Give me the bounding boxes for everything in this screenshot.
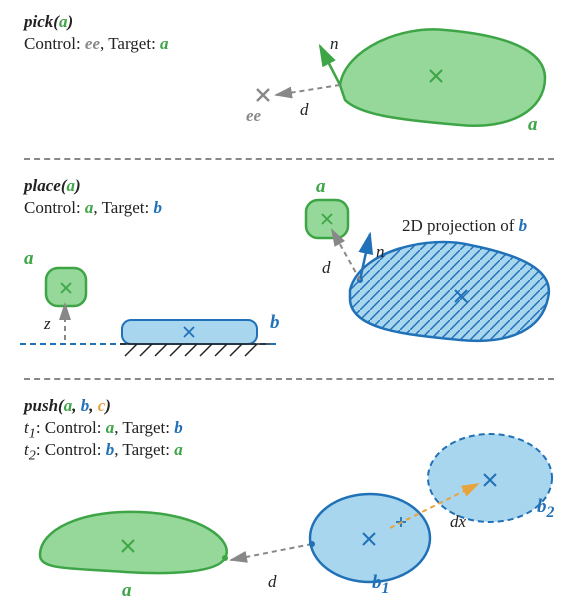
d-label-1: d (300, 100, 309, 120)
z-label: z (44, 314, 51, 334)
a-label-1: a (528, 114, 538, 136)
panel2-subtitle: Control: a, Target: b (24, 198, 162, 218)
b-label-plat: b (270, 312, 280, 334)
n-label-1: n (330, 34, 339, 54)
a-label-left: a (24, 248, 34, 270)
proj-label: 2D projection of b (402, 216, 527, 236)
diagram-canvas (0, 0, 578, 616)
t2-line: t2: Control: b, Target: a (24, 440, 183, 464)
panel3-title: push(a, b, c) (24, 396, 111, 416)
ground-hatch (120, 344, 270, 356)
a-label-push: a (122, 580, 132, 602)
t1-line: t1: Control: a, Target: b (24, 418, 183, 442)
b2-label: b2 (537, 496, 554, 522)
b2-ellipse (428, 434, 552, 522)
d-label-2: d (322, 258, 331, 278)
b1-contact (309, 541, 315, 547)
b1-label: b1 (372, 572, 389, 598)
dx-label: dx (450, 512, 466, 532)
d-label-push: d (268, 572, 277, 592)
panel1-title: pick(a) (24, 12, 73, 32)
push-a-blob (40, 512, 227, 573)
a-label-top: a (316, 176, 326, 198)
divider-1 (24, 158, 554, 160)
divider-2 (24, 378, 554, 380)
arrow-d (276, 85, 340, 95)
ee-point (257, 89, 269, 101)
panel1-subtitle: Control: ee, Target: a (24, 34, 169, 54)
panel2-title: place(a) (24, 176, 81, 196)
blob-a (340, 29, 545, 125)
ee-label: ee (246, 106, 261, 126)
arrow-d-place (332, 230, 360, 280)
push-a-tip (222, 555, 228, 561)
arrow-d-push (231, 544, 312, 560)
n-label-2: n (376, 242, 385, 262)
